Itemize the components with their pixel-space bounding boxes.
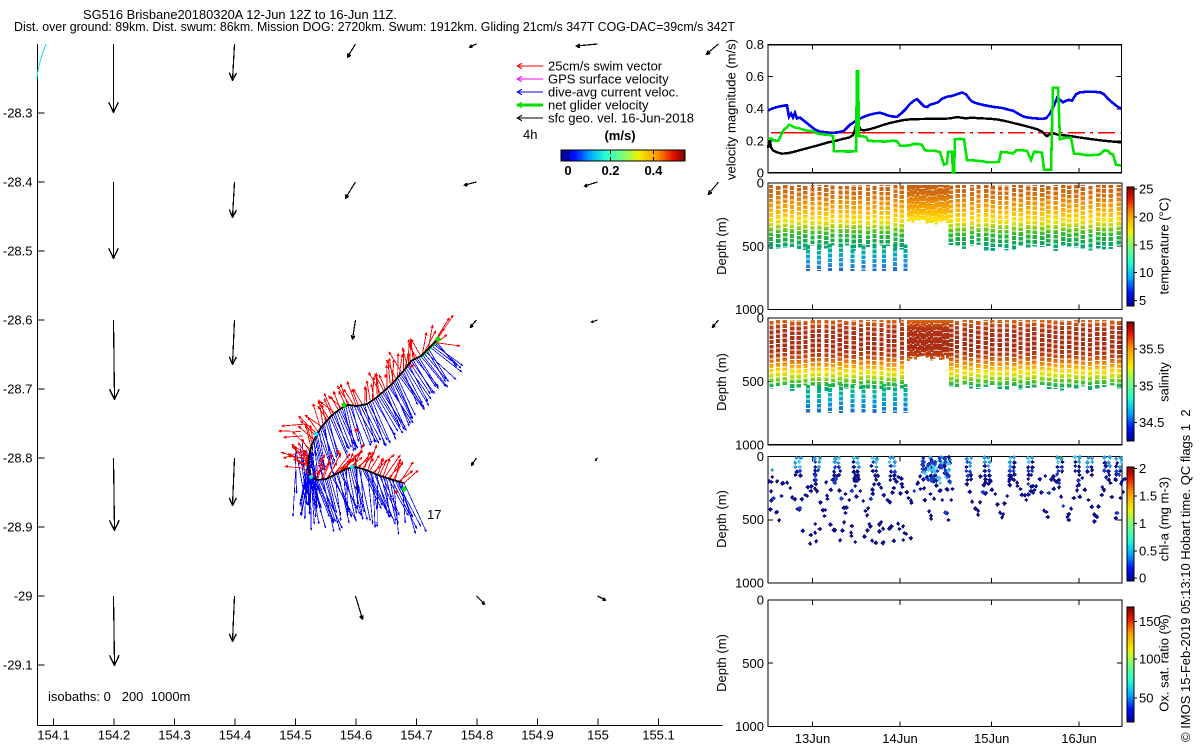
- svg-text:1.5: 1.5: [1139, 489, 1157, 504]
- svg-text:0: 0: [1139, 571, 1146, 586]
- svg-text:© IMOS 15-Feb-2019 05:13:10 Ho: © IMOS 15-Feb-2019 05:13:10 Hobart time.…: [1178, 409, 1193, 742]
- svg-text:4h: 4h: [523, 127, 537, 142]
- svg-text:17: 17: [427, 507, 441, 522]
- svg-text:154.9: 154.9: [521, 728, 554, 743]
- svg-text:13Jun: 13Jun: [795, 731, 830, 746]
- svg-text:-28.6: -28.6: [3, 313, 33, 328]
- svg-text:154.1: 154.1: [37, 728, 70, 743]
- svg-text:16Jun: 16Jun: [1061, 731, 1096, 746]
- svg-text:500: 500: [742, 512, 764, 527]
- svg-text:-28.4: -28.4: [3, 175, 33, 190]
- svg-text:Depth (m): Depth (m): [714, 634, 729, 692]
- svg-text:Depth (m): Depth (m): [714, 217, 729, 275]
- svg-text:0.5: 0.5: [1139, 543, 1157, 558]
- svg-text:1000: 1000: [735, 719, 764, 734]
- svg-text:10: 10: [1139, 265, 1153, 280]
- svg-text:500: 500: [742, 239, 764, 254]
- svg-text:154.5: 154.5: [279, 728, 312, 743]
- svg-text:154.4: 154.4: [219, 728, 252, 743]
- svg-text:Depth (m): Depth (m): [714, 490, 729, 548]
- svg-text:Dist. over ground: 89km. Dist.: Dist. over ground: 89km. Dist. swum: 86k…: [14, 19, 735, 34]
- svg-text:154.7: 154.7: [400, 728, 433, 743]
- svg-text:154.6: 154.6: [340, 728, 373, 743]
- svg-text:0.6: 0.6: [746, 69, 764, 84]
- svg-text:(m/s): (m/s): [604, 128, 635, 143]
- svg-text:-28.5: -28.5: [3, 244, 33, 259]
- svg-text:-29: -29: [14, 589, 33, 604]
- svg-text:0: 0: [564, 163, 571, 178]
- svg-text:34.5: 34.5: [1139, 415, 1164, 430]
- svg-text:35: 35: [1139, 378, 1153, 393]
- svg-text:-28.8: -28.8: [3, 451, 33, 466]
- svg-text:0.8: 0.8: [746, 37, 764, 52]
- svg-text:0.4: 0.4: [746, 101, 764, 116]
- svg-text:Depth (m): Depth (m): [714, 353, 729, 411]
- svg-text:500: 500: [742, 374, 764, 389]
- svg-text:155.1: 155.1: [642, 728, 675, 743]
- svg-text:20: 20: [1139, 209, 1153, 224]
- svg-text:1000: 1000: [735, 576, 764, 591]
- svg-text:-28.7: -28.7: [3, 382, 33, 397]
- svg-text:155: 155: [587, 728, 609, 743]
- svg-text:0: 0: [757, 311, 764, 326]
- svg-text:154.3: 154.3: [158, 728, 191, 743]
- svg-text:0.2: 0.2: [601, 163, 619, 178]
- svg-text:15Jun: 15Jun: [974, 731, 1009, 746]
- svg-text:5: 5: [1139, 293, 1146, 308]
- svg-text:154.8: 154.8: [461, 728, 494, 743]
- svg-text:temperature (°C): temperature (°C): [1157, 198, 1172, 295]
- svg-text:25: 25: [1139, 182, 1153, 197]
- svg-text:35.5: 35.5: [1139, 342, 1164, 357]
- svg-text:50: 50: [1139, 690, 1153, 705]
- svg-text:-29.1: -29.1: [3, 658, 33, 673]
- svg-text:0: 0: [757, 449, 764, 464]
- svg-text:0: 0: [757, 176, 764, 191]
- svg-text:Ox. sat. ratio (%): Ox. sat. ratio (%): [1157, 614, 1172, 712]
- svg-text:-28.3: -28.3: [3, 106, 33, 121]
- svg-text:0.4: 0.4: [644, 163, 663, 178]
- svg-text:0.2: 0.2: [746, 133, 764, 148]
- svg-text:1: 1: [1139, 516, 1146, 531]
- svg-text:-28.9: -28.9: [3, 520, 33, 535]
- svg-text:isobaths: 0 200 1000m: isobaths: 0 200 1000m: [48, 689, 190, 704]
- svg-text:sfc geo. vel. 16-Jun-2018: sfc geo. vel. 16-Jun-2018: [548, 111, 694, 126]
- svg-text:15: 15: [1139, 237, 1153, 252]
- svg-text:chl-a (mg m-3): chl-a (mg m-3): [1157, 477, 1172, 562]
- svg-text:2: 2: [1139, 461, 1146, 476]
- svg-text:0: 0: [757, 593, 764, 608]
- svg-text:salinity: salinity: [1157, 362, 1172, 402]
- svg-text:154.2: 154.2: [98, 728, 131, 743]
- svg-text:14Jun: 14Jun: [882, 731, 917, 746]
- svg-text:velocity magnitude (m/s): velocity magnitude (m/s): [724, 39, 739, 180]
- svg-text:500: 500: [742, 656, 764, 671]
